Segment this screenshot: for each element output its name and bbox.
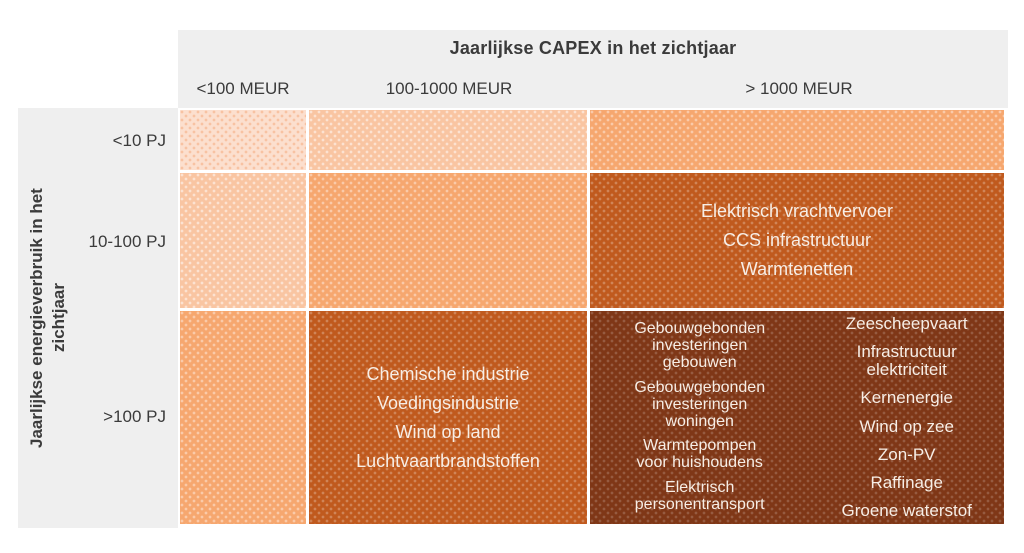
cell-item: Gebouwgebonden investeringen woningen bbox=[634, 378, 766, 430]
cell-item-list: Chemische industrie Voedingsindustrie Wi… bbox=[309, 311, 587, 524]
cell-item: Voedingsindustrie bbox=[376, 392, 520, 413]
matrix-cell-r2c1 bbox=[180, 173, 306, 308]
cell-two-column-list: Gebouwgebonden investeringen gebouwen Ge… bbox=[590, 311, 1004, 524]
y-axis-title-line1: Jaarlijkse energieverbruik in het bbox=[27, 188, 46, 448]
y-axis-label-lt10pj: <10 PJ bbox=[112, 131, 166, 150]
cell-item: Elektrisch vrachtvervoer bbox=[700, 201, 894, 221]
cell-item: CCS infrastructuur bbox=[722, 230, 872, 250]
y-axis-label-gt100pj: >100 PJ bbox=[103, 407, 166, 426]
matrix-cell-r1c3 bbox=[590, 110, 1004, 170]
cell-item: Infrastructuur elektriciteit bbox=[856, 342, 957, 380]
cell-item: Luchtvaartbrandstoffen bbox=[356, 450, 540, 471]
cell-item: Wind op land bbox=[395, 421, 501, 442]
cell-item-list-right: Zeescheepvaart Infrastructuur elektricit… bbox=[809, 311, 1004, 524]
x-axis-label-lt100meur: <100 MEUR bbox=[196, 79, 290, 98]
matrix-cell-r2c3: Elektrisch vrachtvervoer CCS infrastruct… bbox=[590, 173, 1004, 308]
matrix-cell-r3c2: Chemische industrie Voedingsindustrie Wi… bbox=[309, 311, 587, 524]
x-axis-category-labels: <100 MEUR 100-1000 MEUR > 1000 MEUR bbox=[178, 79, 1008, 108]
cell-item: Elektrisch personentransport bbox=[634, 479, 765, 514]
cell-item: Groene waterstof bbox=[841, 500, 972, 520]
matrix-grid: Elektrisch vrachtvervoer CCS infrastruct… bbox=[178, 108, 1008, 528]
cell-item-list-left: Gebouwgebonden investeringen gebouwen Ge… bbox=[590, 311, 809, 524]
matrix-cell-r2c2 bbox=[309, 173, 587, 308]
y-axis-label-10-100pj: 10-100 PJ bbox=[88, 232, 167, 251]
cell-item: Warmtepompen voor huishoudens bbox=[636, 437, 763, 472]
x-axis-header-band: Jaarlijkse CAPEX in het zichtjaar <100 M… bbox=[178, 30, 1008, 108]
matrix-cell-r3c3: Gebouwgebonden investeringen gebouwen Ge… bbox=[590, 311, 1004, 524]
y-axis-title: Jaarlijkse energieverbruik in het zichtj… bbox=[26, 108, 70, 528]
cell-item: Warmtenetten bbox=[740, 259, 854, 279]
x-axis-title: Jaarlijkse CAPEX in het zichtjaar bbox=[449, 38, 737, 58]
cell-item: Chemische industrie bbox=[366, 363, 530, 384]
matrix-cell-r3c1 bbox=[180, 311, 306, 524]
cell-item-list: Elektrisch vrachtvervoer CCS infrastruct… bbox=[590, 173, 1004, 308]
x-axis-label-gt1000meur: > 1000 MEUR bbox=[745, 79, 853, 98]
cell-item: Zon-PV bbox=[877, 444, 936, 464]
cell-item: Raffinage bbox=[870, 472, 943, 492]
x-axis-label-100-1000meur: 100-1000 MEUR bbox=[385, 79, 513, 98]
y-axis-title-line2: zichtjaar bbox=[49, 283, 69, 353]
cell-item: Zeescheepvaart bbox=[845, 314, 968, 334]
cell-item: Wind op zee bbox=[859, 416, 954, 436]
y-axis-header-band: Jaarlijkse energieverbruik in het zichtj… bbox=[18, 108, 178, 528]
matrix-cell-r1c1 bbox=[180, 110, 306, 170]
matrix-cell-r1c2 bbox=[309, 110, 587, 170]
cell-item: Kernenergie bbox=[860, 388, 953, 408]
cell-item: Gebouwgebonden investeringen gebouwen bbox=[634, 319, 766, 371]
